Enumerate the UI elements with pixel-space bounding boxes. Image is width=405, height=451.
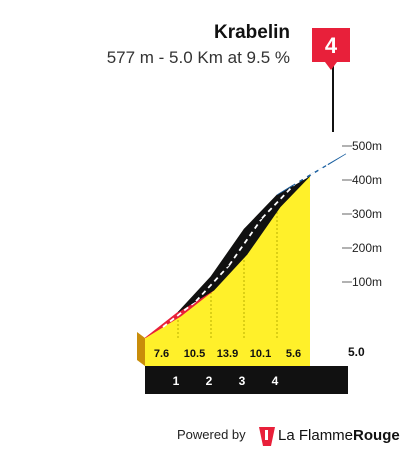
powered-by-text: Powered by xyxy=(177,427,246,442)
flamme-rouge-logo-icon xyxy=(259,427,275,446)
category-flag: 4 xyxy=(312,28,350,132)
ribbon-centre-line xyxy=(261,183,296,219)
brand-name-part-b: Rouge xyxy=(353,427,400,444)
km-marker-label: 4 xyxy=(272,374,279,388)
km-marker-label: 2 xyxy=(206,374,213,388)
chart-subtitle: 577 m - 5.0 Km at 9.5 % xyxy=(107,48,290,67)
elevation-tick-label: 200m xyxy=(352,241,382,255)
gradient-label: 10.1 xyxy=(250,348,271,360)
climb-category-label: 4 xyxy=(325,33,338,58)
elevation-tick-label: 500m xyxy=(352,139,382,153)
ribbon-centre-line xyxy=(228,217,263,266)
labels-layer: 100m 200m 300m 400m 500m 7.6 10.5 13.9 10.1 5.6 5.… xyxy=(154,139,382,388)
ribbon-centre-line xyxy=(294,164,329,185)
ribbon-centre-line xyxy=(162,300,197,328)
elevation-tick-label: 300m xyxy=(352,207,382,221)
gradient-band-cap xyxy=(137,332,145,366)
flag-banner xyxy=(312,28,350,70)
gradient-label: 13.9 xyxy=(217,348,238,360)
chart-title: Krabelin xyxy=(214,22,290,43)
gradient-label: 5.6 xyxy=(286,348,301,360)
km-bar xyxy=(145,366,348,394)
gradient-label: 7.6 xyxy=(154,348,169,360)
total-distance-label: 5.0 xyxy=(348,345,365,359)
km-marker-label: 1 xyxy=(173,374,180,388)
gradient-band xyxy=(145,338,310,366)
brand-name-part-a: La Flamme xyxy=(278,427,353,444)
brand-name: La FlammeRouge xyxy=(278,427,400,444)
profile-layer xyxy=(137,153,348,394)
km-marker-label: 3 xyxy=(239,374,246,388)
gradient-label: 10.5 xyxy=(184,348,205,360)
footer: Powered by La FlammeRouge xyxy=(177,427,400,446)
ribbon-centre-line xyxy=(195,264,230,302)
elevation-tick-label: 400m xyxy=(352,173,382,187)
elevation-tick-label: 100m xyxy=(352,275,382,289)
